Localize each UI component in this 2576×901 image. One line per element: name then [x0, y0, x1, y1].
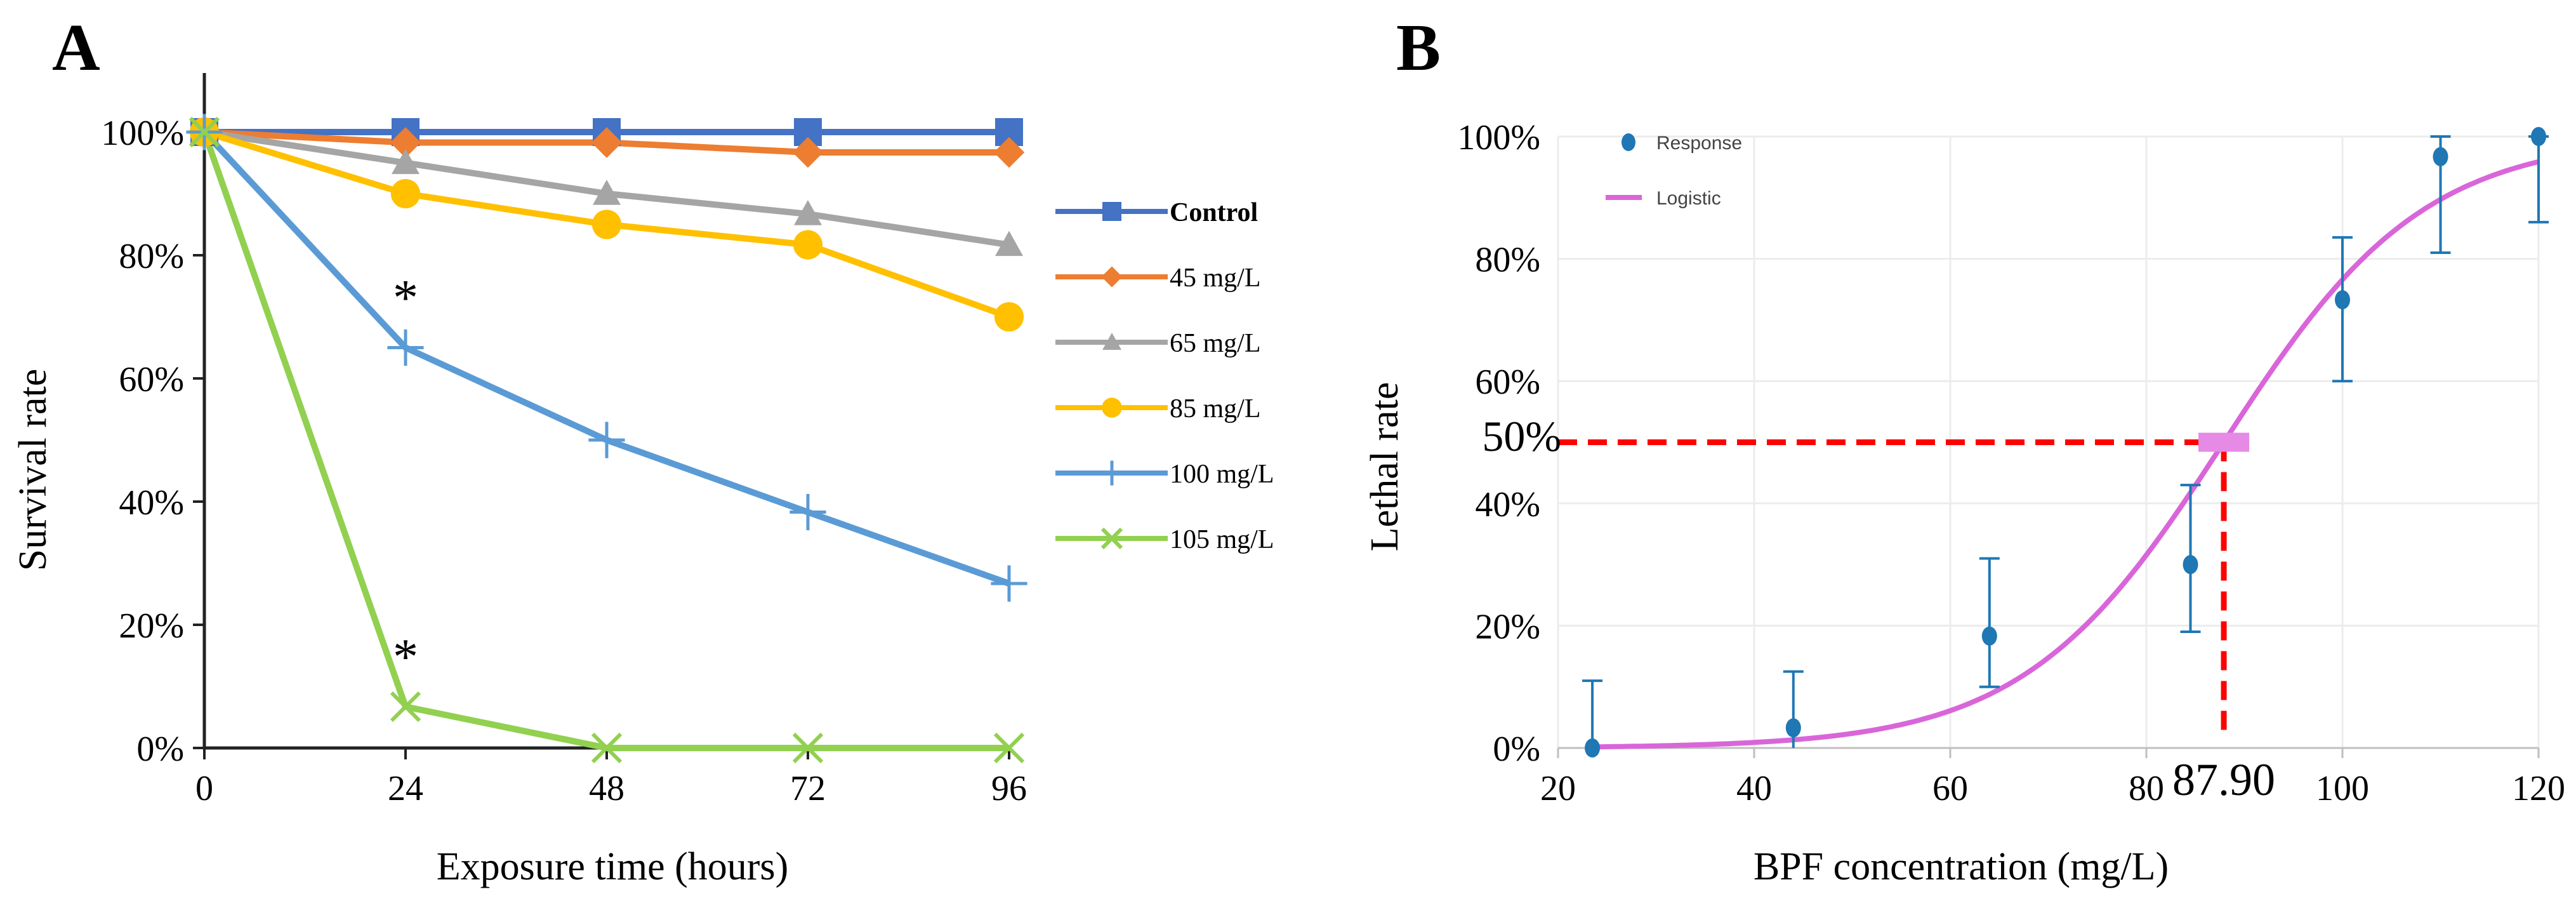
legend-label-65-mg-l: 65 mg/L	[1170, 329, 1261, 358]
data-point-100-mg-l	[991, 565, 1027, 602]
response-point	[1981, 626, 1997, 646]
legend-marker-65-mg-l	[1102, 333, 1121, 350]
data-point-85-mg-l	[994, 302, 1024, 332]
y-tick-label: 60%	[1475, 363, 1540, 402]
y-tick-label: 40%	[119, 483, 184, 523]
response-point	[1785, 718, 1801, 738]
data-point-45-mg-l	[993, 137, 1025, 168]
x-tick-label: 20	[1540, 769, 1576, 808]
legend-marker-45-mg-l	[1101, 266, 1123, 288]
panel-b-ylabel: Lethal rate	[1363, 382, 1406, 552]
x-tick-label: 72	[790, 769, 826, 808]
data-point-45-mg-l	[591, 127, 623, 158]
legend-label-control: Control	[1170, 198, 1258, 227]
y-tick-label: 100%	[1457, 118, 1540, 157]
y-tick-label: 0%	[136, 730, 184, 769]
y-tick-label: 40%	[1475, 485, 1540, 524]
legend-label-105-mg-l: 105 mg/L	[1170, 525, 1274, 554]
data-point-65-mg-l	[392, 149, 419, 175]
response-point	[2183, 555, 2198, 575]
y-tick-label: 60%	[119, 360, 184, 399]
data-point-65-mg-l	[995, 230, 1023, 257]
panel-b-x-ticks: 20 40 60 80 100 120	[1540, 748, 2565, 808]
reference-x-label: 87.90	[2172, 754, 2275, 805]
panel-a: A Survival rate Exposure time (hours) 0%…	[11, 10, 1274, 888]
legend-marker-100-mg-l	[1099, 460, 1125, 486]
legend-label-45-mg-l: 45 mg/L	[1170, 264, 1261, 293]
data-point-65-mg-l	[593, 180, 621, 205]
panel-a-label: A	[52, 10, 100, 84]
response-point	[2531, 127, 2546, 146]
data-point-45-mg-l	[792, 137, 824, 168]
panel-b-reference-lines: 50% 87.90	[1482, 412, 2275, 805]
panel-a-x-ticks: 0 24 48 72 96	[195, 748, 1027, 808]
legend-label-logistic: Logistic	[1656, 188, 1721, 209]
legend-marker-85-mg-l	[1102, 397, 1122, 418]
ec50-marker	[2198, 432, 2250, 452]
significance-asterisk: *	[393, 270, 418, 326]
x-tick-label: 100	[2316, 769, 2369, 808]
data-point-100-mg-l	[387, 329, 424, 366]
x-tick-label: 0	[195, 769, 213, 808]
response-point	[2433, 147, 2448, 166]
legend-label-85-mg-l: 85 mg/L	[1170, 394, 1261, 424]
x-tick-label: 48	[589, 769, 624, 808]
data-point-85-mg-l	[591, 210, 622, 239]
x-tick-label: 40	[1736, 769, 1772, 808]
panel-a-legend: Control 45 mg/L 65 mg/L 85 mg/L 100 mg/L 105 …	[1055, 198, 1274, 554]
response-point	[2335, 290, 2350, 310]
significance-asterisk: *	[393, 629, 418, 685]
y-tick-label: 100%	[101, 114, 184, 153]
panel-b-response-points	[1582, 127, 2549, 758]
legend-marker-response	[1622, 133, 1635, 151]
y-tick-label: 80%	[1475, 241, 1540, 280]
data-point-105-mg-l	[188, 116, 220, 148]
response-point	[1585, 738, 1601, 758]
y-tick-label: 0%	[1493, 730, 1540, 769]
panel-b-label: B	[1396, 10, 1441, 84]
data-point-85-mg-l	[390, 178, 421, 209]
x-tick-label: 80	[2129, 769, 2164, 808]
panel-b-legend: Response Logistic	[1606, 133, 1742, 209]
legend-marker-105-mg-l	[1100, 527, 1123, 550]
data-point-105-mg-l	[390, 691, 421, 723]
y-tick-label: 20%	[119, 606, 184, 646]
data-point-105-mg-l	[792, 732, 824, 764]
panel-a-markers	[186, 114, 1027, 764]
panel-b: B Lethal rate BPF concentration (mg/L) 0…	[1363, 10, 2565, 888]
data-point-45-mg-l	[390, 127, 421, 158]
x-tick-label: 120	[2512, 769, 2565, 808]
data-point-100-mg-l	[789, 493, 826, 531]
data-point-100-mg-l	[588, 422, 625, 458]
data-point-105-mg-l	[591, 732, 623, 764]
data-point-105-mg-l	[993, 732, 1025, 764]
x-tick-label: 24	[388, 769, 423, 808]
y-tick-label: 20%	[1475, 607, 1540, 646]
reference-y-label: 50%	[1482, 412, 1561, 460]
logistic-curve	[1592, 159, 2539, 750]
legend-label-response: Response	[1656, 133, 1742, 154]
panel-a-xlabel: Exposure time (hours)	[437, 845, 788, 888]
x-tick-label: 60	[1932, 769, 1968, 808]
legend-label-100-mg-l: 100 mg/L	[1170, 460, 1274, 489]
panel-a-y-ticks: 0% 20% 40% 60% 80% 100%	[101, 114, 204, 769]
data-point-65-mg-l	[794, 200, 822, 225]
panel-b-xlabel: BPF concentration (mg/L)	[1754, 845, 2169, 888]
panel-b-y-ticks: 0% 20% 40% 60% 80% 100%	[1457, 118, 1540, 769]
legend-marker-control	[1102, 202, 1121, 221]
y-tick-label: 80%	[119, 237, 184, 276]
x-tick-label: 96	[991, 769, 1027, 808]
panel-a-ylabel: Survival rate	[11, 369, 55, 571]
data-point-85-mg-l	[793, 230, 823, 260]
panel-a-annotations: **	[393, 270, 418, 686]
